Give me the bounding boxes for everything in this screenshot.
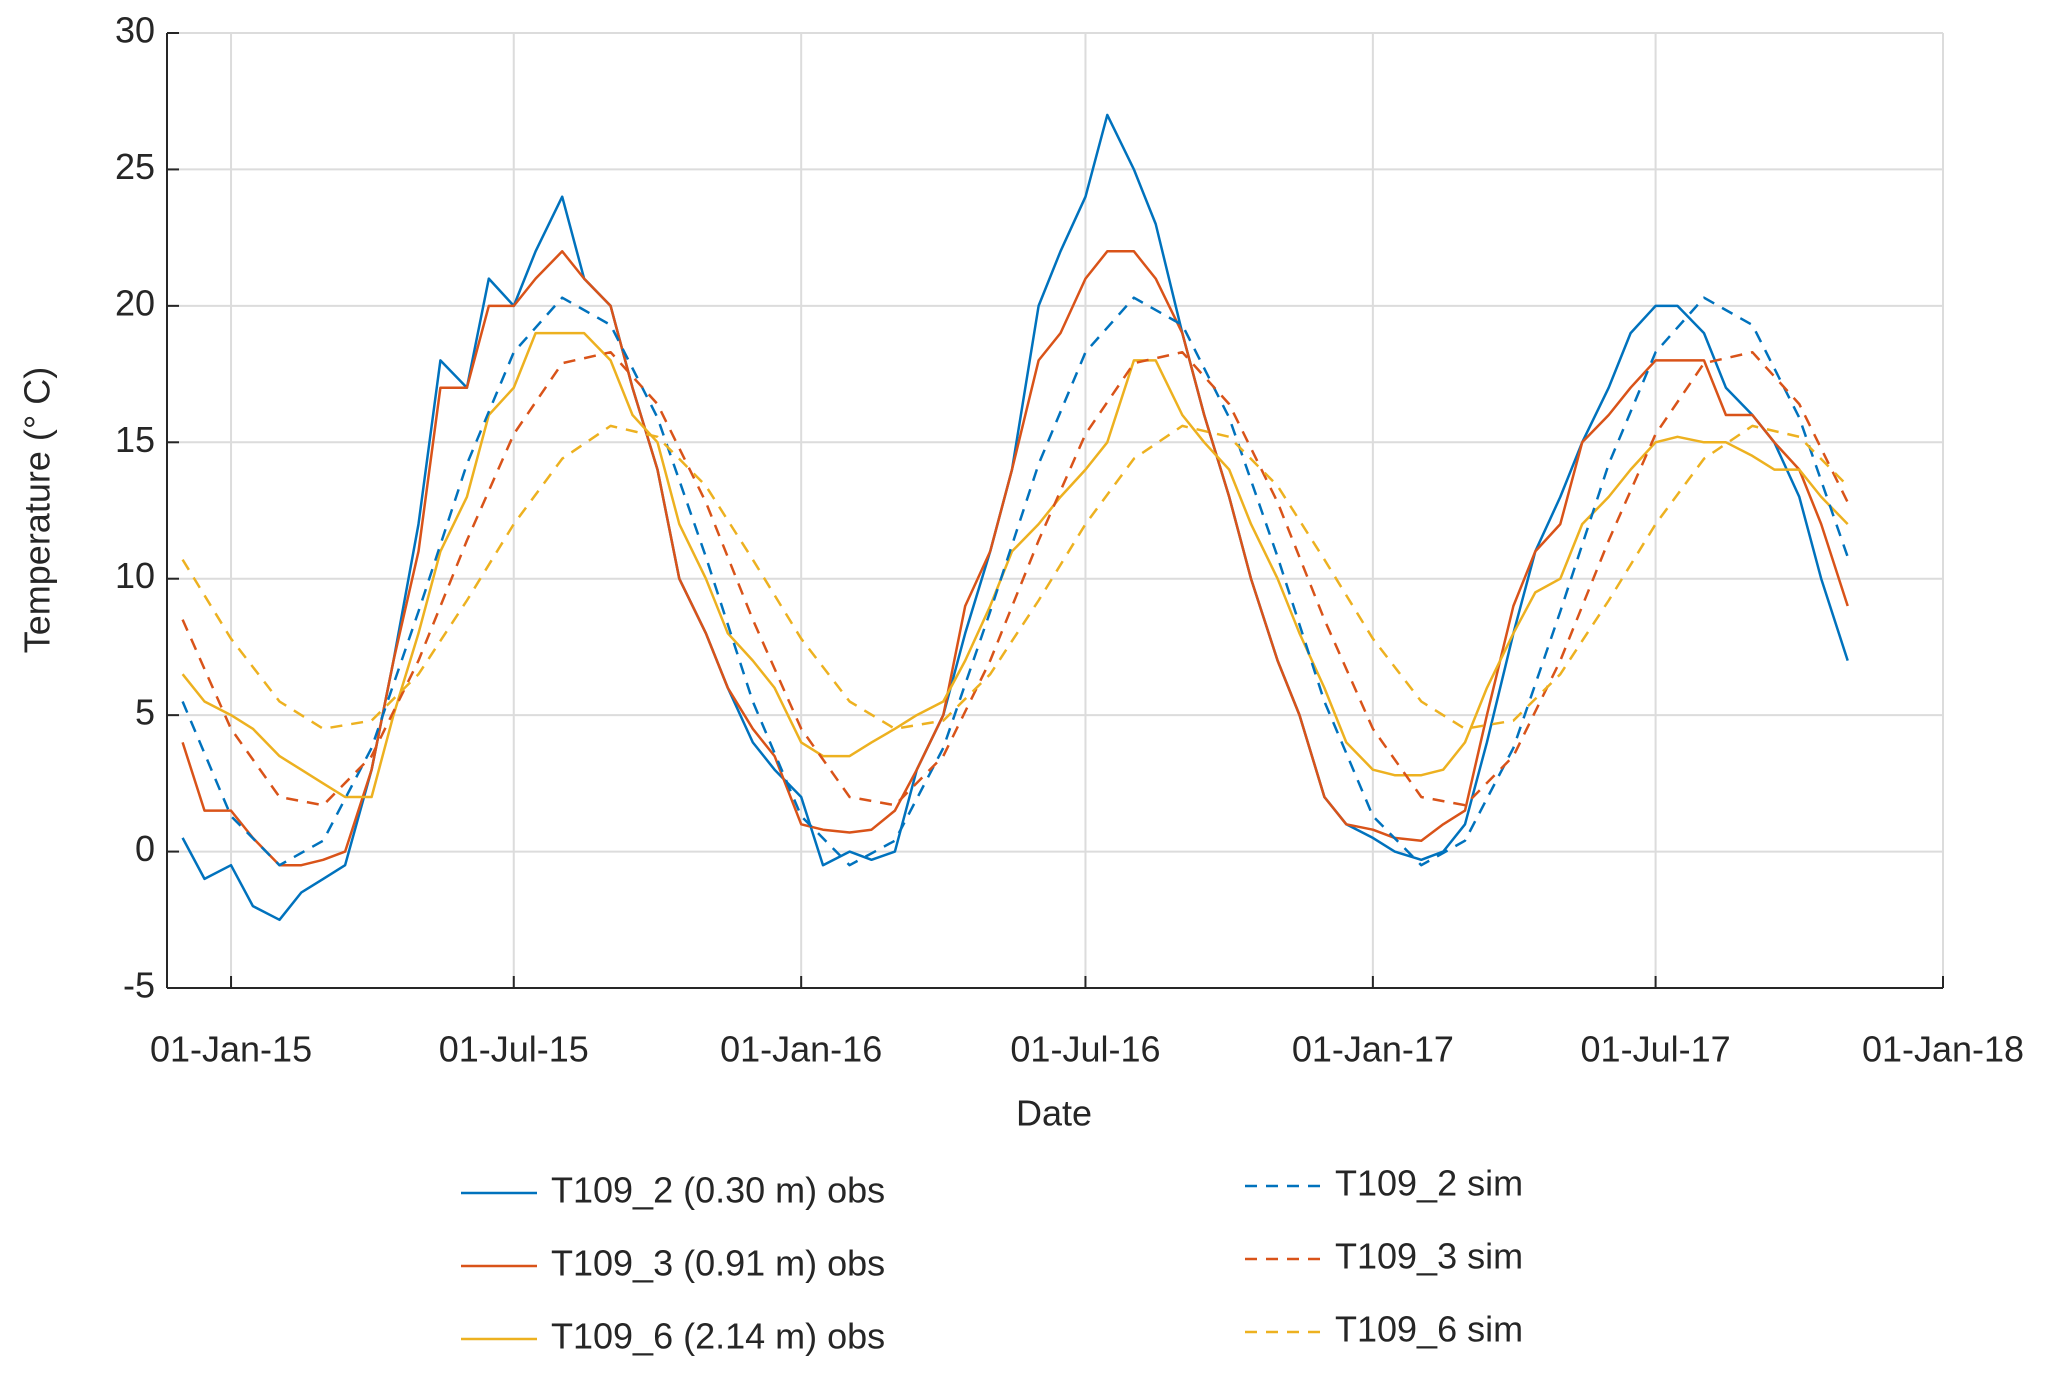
x-tick-label: 01-Jul-15 <box>439 1029 589 1070</box>
y-tick-label: 10 <box>115 555 155 596</box>
x-tick-label: 01-Jan-15 <box>150 1029 312 1070</box>
x-tick-label: 01-Jul-16 <box>1010 1029 1160 1070</box>
series-line <box>181 296 1849 867</box>
series-line <box>181 424 1849 731</box>
series-line <box>181 250 1849 867</box>
y-tick-label: -5 <box>123 965 155 1006</box>
y-tick-label: 15 <box>115 419 155 460</box>
y-tick-label: 5 <box>135 692 155 733</box>
y-tick-label: 0 <box>135 828 155 869</box>
y-tick-label: 20 <box>115 282 155 323</box>
y-tick-label: 25 <box>115 146 155 187</box>
x-tick-label: 01-Jan-16 <box>720 1029 882 1070</box>
legend-label: T109_2 sim <box>1335 1163 1523 1204</box>
series-line <box>181 331 1849 799</box>
y-tick-label: 30 <box>115 10 155 51</box>
series-line <box>181 350 1849 807</box>
legend-label: T109_3 (0.91 m) obs <box>551 1243 885 1284</box>
legend-label: T109_6 sim <box>1335 1309 1523 1350</box>
x-tick-label: 01-Jan-18 <box>1862 1029 2024 1070</box>
y-axis-label: Temperature (° C) <box>17 367 58 653</box>
legend-label: T109_6 (2.14 m) obs <box>551 1316 885 1357</box>
x-axis-label: Date <box>1016 1093 1092 1134</box>
legend-label: T109_2 (0.30 m) obs <box>551 1170 885 1211</box>
legend-label: T109_3 sim <box>1335 1236 1523 1277</box>
x-tick-label: 01-Jan-17 <box>1292 1029 1454 1070</box>
x-tick-label: 01-Jul-17 <box>1581 1029 1731 1070</box>
